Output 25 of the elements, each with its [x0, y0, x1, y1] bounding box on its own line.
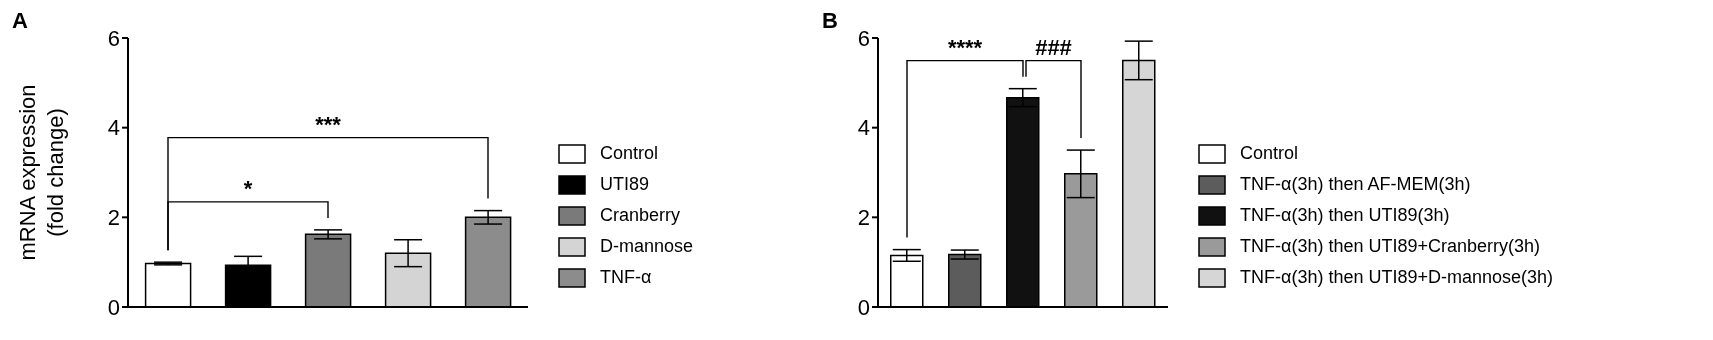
- y-tick-label: 6: [107, 25, 120, 51]
- chart-title: A: [12, 8, 28, 34]
- y-tick-label: 6: [857, 25, 870, 51]
- annotation: *: [243, 175, 253, 201]
- legend-label: TNF-α(3h) then UTI89+Cranberry(3h): [1240, 236, 1540, 257]
- legend-label: TNF-α(3h) then UTI89(3h): [1240, 205, 1450, 226]
- annotation: ****: [947, 34, 983, 60]
- legend-label: Control: [600, 143, 659, 164]
- annotation: ***: [315, 111, 342, 137]
- y-tick-label: 4: [857, 115, 870, 141]
- legend-label: TNF-α: [600, 267, 652, 288]
- chart-title: B: [822, 8, 838, 34]
- legend-label: Cranberry: [600, 205, 681, 226]
- legend-label: TNF-α(3h) then UTI89+D-mannose(3h): [1240, 267, 1554, 288]
- y-tick-label: 2: [857, 205, 870, 231]
- legend-label: TNF-α(3h) then AF-MEM(3h): [1240, 174, 1471, 195]
- y-tick-label: 0: [107, 294, 120, 320]
- legend-label: UTI89: [600, 174, 650, 195]
- y-tick-label: 2: [107, 205, 120, 231]
- legend-label: Control: [1240, 143, 1299, 164]
- legend-label: D-mannose: [600, 236, 694, 257]
- y-axis-title: mRNA expression (fold change): [15, 84, 68, 261]
- annotation: ###: [1035, 34, 1072, 60]
- y-tick-label: 4: [107, 115, 120, 141]
- y-tick-label: 0: [857, 294, 870, 320]
